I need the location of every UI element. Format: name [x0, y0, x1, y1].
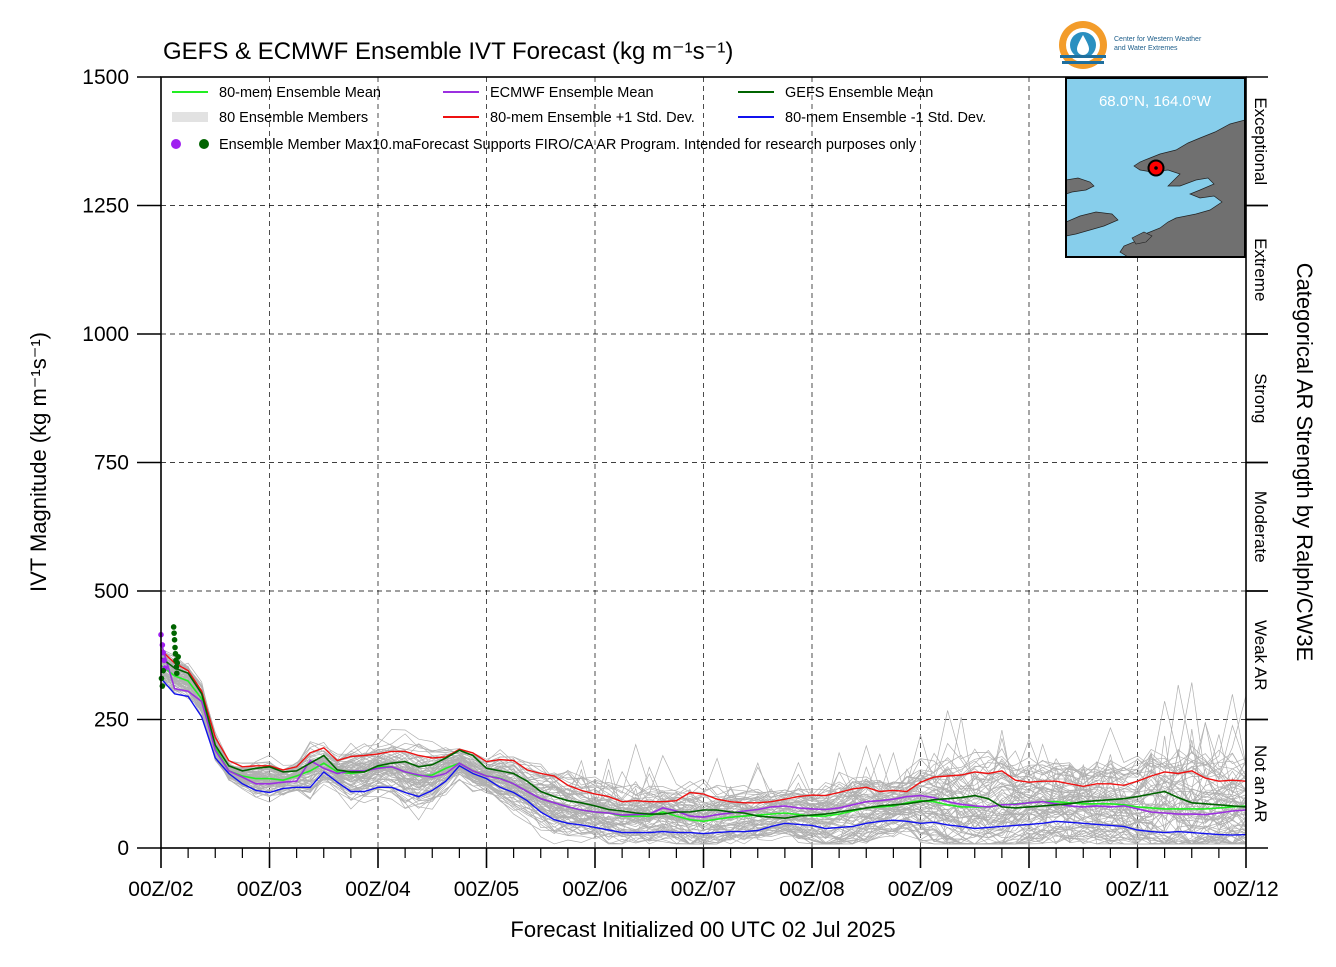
- y-tick-label: 1000: [82, 323, 129, 346]
- ensemble-member-line: [161, 668, 1246, 801]
- member-max-dot-green: [174, 670, 180, 677]
- series-80-mem-ensemble-1-std-dev: [161, 649, 1246, 804]
- ensemble-member-line: [161, 662, 1246, 845]
- ensemble-member-line: [161, 663, 1246, 845]
- x-tick-label: 00Z/10: [996, 878, 1061, 901]
- y-tick-label: 500: [94, 580, 129, 603]
- ensemble-member-line: [161, 667, 1246, 845]
- y-axis-label: IVT Magnitude (kg m⁻¹s⁻¹): [26, 332, 51, 592]
- series-lines: [161, 642, 1246, 836]
- x-tick-label: 00Z/03: [237, 878, 302, 901]
- series-80-mem-ensemble-1-std-dev: [161, 677, 1246, 836]
- ensemble-member-line: [161, 664, 1246, 845]
- x-tick-label: 00Z/11: [1106, 878, 1170, 901]
- member-max-dot-green: [171, 637, 178, 643]
- y-tick-label: 250: [94, 709, 129, 732]
- category-label: Moderate: [1251, 491, 1270, 563]
- y-tick-label: 750: [94, 452, 129, 475]
- logo-line-1: Center for Western Weather: [1114, 36, 1202, 43]
- chart-title: GEFS & ECMWF Ensemble IVT Forecast (kg m…: [163, 38, 733, 65]
- ensemble-member-line: [161, 658, 1246, 796]
- member-max-dot-green: [172, 644, 178, 651]
- legend-dot-green: [199, 139, 209, 149]
- category-label: Exceptional: [1251, 97, 1270, 185]
- x-tick-label: 00Z/12: [1213, 878, 1278, 901]
- ensemble-member-line: [161, 660, 1246, 845]
- ensemble-member-line: [161, 658, 1246, 840]
- legend: 80-mem Ensemble Mean ECMWF Ensemble Mean G…: [171, 85, 986, 153]
- right-axis-label: Categorical AR Strength by Ralph/CW3E: [1292, 263, 1317, 662]
- category-label: Strong: [1251, 373, 1270, 423]
- axes: 0 250 500 750 1000 1250 1500 00Z/02 00Z/03 00Z/04…: [82, 66, 1278, 901]
- legend-label: 80-mem Ensemble Mean: [219, 85, 381, 101]
- inset-location-label: 68.0°N, 164.0°W: [1099, 93, 1212, 110]
- land-shape-southwest: [1066, 211, 1119, 237]
- series-ecmwf-ensemble-mean: [161, 642, 1246, 819]
- category-label: Not an AR: [1251, 745, 1270, 823]
- member-max-dot-green: [174, 660, 181, 666]
- ensemble-member-line: [161, 662, 1246, 845]
- island-shape: [1131, 231, 1153, 245]
- ensemble-member-line: [161, 651, 1246, 845]
- ensemble-member-line: [161, 659, 1246, 821]
- legend-label: ECMWF Ensemble Mean: [490, 85, 654, 101]
- member-max-dot-green: [175, 653, 181, 660]
- cw3e-logo: Center for Western Weather and Water Ext…: [1059, 21, 1202, 69]
- ensemble-member-line: [161, 656, 1246, 826]
- y-tick-label: 0: [117, 837, 129, 860]
- x-tick-label: 00Z/02: [128, 878, 193, 901]
- series-gefs-ensemble-mean: [161, 657, 1246, 820]
- legend-label: GEFS Ensemble Mean: [785, 85, 933, 101]
- ensemble-member-line: [161, 675, 1246, 817]
- x-tick-label: 00Z/05: [454, 878, 519, 901]
- x-tick-label: 00Z/04: [345, 878, 411, 901]
- y-tick-label: 1250: [82, 195, 129, 218]
- category-labels: Not an AR Weak AR Moderate Strong Extreme Exc…: [1251, 97, 1270, 822]
- x-tick-label: 00Z/08: [779, 878, 844, 901]
- x-tick-label: 00Z/09: [888, 878, 953, 901]
- category-label: Extreme: [1251, 238, 1270, 301]
- inset-map: 68.0°N, 164.0°W: [1065, 77, 1246, 258]
- legend-dot-purple: [171, 139, 181, 149]
- member-max-dot-green: [160, 667, 167, 674]
- ensemble-member-line: [161, 666, 1246, 845]
- y-tick-label: 1500: [82, 66, 129, 89]
- member-max-dot-purple: [161, 657, 167, 664]
- legend-label: 80-mem Ensemble -1 Std. Dev.: [785, 110, 986, 126]
- legend-label-member-max: Ensemble Member Max10.maForecast Support…: [219, 137, 917, 153]
- category-label: Weak AR: [1251, 620, 1270, 691]
- member-max-dot-green: [171, 630, 177, 636]
- logo-line-2: and Water Extremes: [1114, 45, 1178, 52]
- member-max-dot-green: [170, 624, 177, 630]
- legend-label: 80-mem Ensemble +1 Std. Dev.: [490, 110, 695, 126]
- x-tick-label: 00Z/07: [671, 878, 736, 901]
- x-axis-label: Forecast Initialized 00 UTC 02 Jul 2025: [510, 917, 895, 942]
- legend-label: 80 Ensemble Members: [219, 110, 368, 126]
- x-tick-label: 00Z/06: [562, 878, 627, 901]
- ensemble-member-line: [161, 676, 1246, 845]
- ensemble-member-line: [161, 657, 1246, 807]
- member-max-dot-purple: [160, 649, 167, 656]
